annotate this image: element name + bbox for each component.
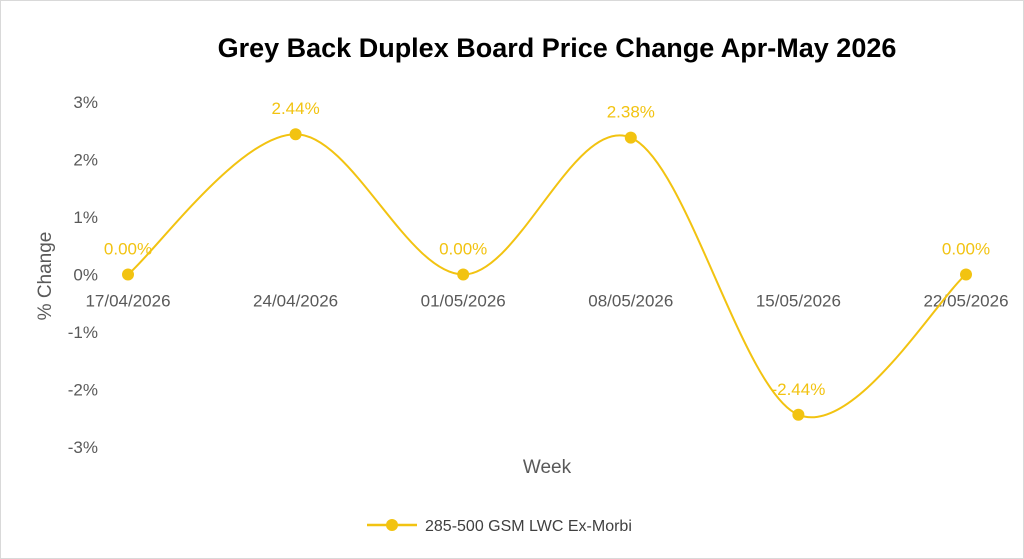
x-tick-label: 08/05/2026 xyxy=(588,292,673,311)
x-axis-ticks: 17/04/2026 24/04/2026 01/05/2026 08/05/2026… xyxy=(85,292,1008,311)
data-point xyxy=(960,268,972,281)
data-point xyxy=(289,128,302,141)
chart-title: Grey Back Duplex Board Price Change Apr-… xyxy=(218,33,897,63)
data-label: -2.44% xyxy=(771,380,825,399)
data-label: 2.44% xyxy=(271,99,319,118)
y-axis-ticks: 3% 2% 1% 0% -1% -2% -3% xyxy=(68,93,98,457)
series-line xyxy=(127,133,967,419)
x-tick-label: 24/04/2026 xyxy=(253,292,338,311)
y-tick-label: -2% xyxy=(68,381,98,400)
data-label: 0.00% xyxy=(942,240,990,259)
y-tick-label: 0% xyxy=(73,266,98,285)
data-label: 0.00% xyxy=(439,240,487,259)
data-point xyxy=(624,131,637,144)
y-tick-label: -3% xyxy=(68,438,98,457)
y-tick-label: 3% xyxy=(73,93,98,112)
data-label: 0.00% xyxy=(104,240,152,259)
legend-marker xyxy=(386,519,398,531)
x-tick-label: 15/05/2026 xyxy=(756,292,841,311)
legend: 285-500 GSM LWC Ex-Morbi xyxy=(367,518,632,535)
x-tick-label: 22/05/2026 xyxy=(923,292,1008,311)
data-point xyxy=(457,268,470,281)
data-point xyxy=(122,268,134,281)
legend-label: 285-500 GSM LWC Ex-Morbi xyxy=(425,518,632,535)
data-label: 2.38% xyxy=(607,103,655,122)
y-tick-label: 2% xyxy=(73,151,98,170)
y-tick-label: 1% xyxy=(73,208,98,227)
x-axis-title: Week xyxy=(523,457,572,478)
x-tick-label: 17/04/2026 xyxy=(85,292,170,311)
y-tick-label: -1% xyxy=(68,323,98,342)
x-tick-label: 01/05/2026 xyxy=(421,292,506,311)
y-axis-title: % Change xyxy=(35,232,56,321)
data-labels: 0.00% 2.44% 0.00% 2.38% -2.44% 0.00% xyxy=(104,99,990,399)
series-layer xyxy=(122,128,972,421)
data-point xyxy=(792,408,805,421)
